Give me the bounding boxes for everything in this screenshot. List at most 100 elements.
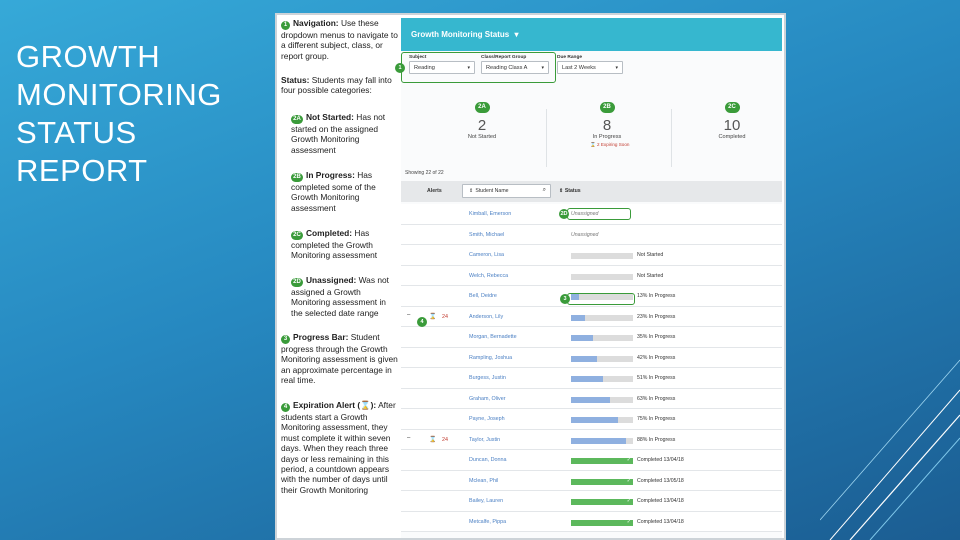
note-expiration: 4 Expiration Alert (⌛): After students st… <box>281 400 396 495</box>
table-row: Kimball, Emerson Unassigned <box>401 204 782 225</box>
status-text: Completed 13/04/18 <box>637 518 684 525</box>
check-icon: ✓ <box>626 498 631 504</box>
status-text: 35% In Progress <box>637 334 676 340</box>
report-sheet: 1 Navigation: Use these dropdown menus to… <box>275 13 786 540</box>
divider <box>671 109 672 167</box>
chevron-down-icon[interactable]: ▾ <box>514 30 519 39</box>
student-name-link[interactable]: Duncan, Donna <box>469 457 507 463</box>
note-unassigned: 2D Unassigned: Was not assigned a Growth … <box>291 275 390 318</box>
slide-title: GROWTH MONITORING STATUS REPORT <box>16 39 222 188</box>
student-name-link[interactable]: Rampling, Joshua <box>469 354 513 361</box>
student-name-link[interactable]: Cameron, Lisa <box>469 252 505 258</box>
status-text: 75% In Progress <box>637 416 676 422</box>
table-row: Smith, Michael Unassigned <box>401 224 782 245</box>
date-range-filter[interactable]: Due Range Last 2 Weeks ▾ <box>557 55 623 74</box>
progress-fill <box>571 437 626 444</box>
chevron-down-icon: ▾ <box>541 65 544 71</box>
marker-4: 4 <box>417 316 427 327</box>
progress-bar <box>571 314 633 321</box>
alerts-column-header[interactable]: Alerts <box>427 188 442 194</box>
student-name-link[interactable]: Kimball, Emerson <box>469 211 512 217</box>
marker-3: 3 <box>281 335 290 344</box>
app-title: Growth Monitoring Status <box>411 30 510 39</box>
student-name-link[interactable]: Smith, Michael <box>469 231 505 238</box>
progress-bar <box>571 294 633 300</box>
class-filter[interactable]: Class/Report Group Reading Class A ▾ <box>481 55 549 74</box>
progress-bar <box>571 253 633 259</box>
marker-2d: 2D <box>559 209 569 219</box>
row-dash: – <box>407 311 411 318</box>
table-row: Cameron, Lisa Not Started <box>401 245 782 266</box>
stat-completed[interactable]: 2C 10 Completed <box>718 102 746 140</box>
expiring-soon-link[interactable]: ⌛ 2 Expiring Soon <box>590 142 630 147</box>
note-status: Status: Students may fall into four poss… <box>281 75 392 96</box>
hourglass-icon: ⌛ <box>429 436 437 443</box>
check-icon: ✓ <box>626 518 631 525</box>
chevron-down-icon: ▾ <box>615 65 618 71</box>
marker-2d: 2D <box>291 278 303 287</box>
row-dash: – <box>407 434 411 441</box>
progress-bar: ✓ <box>571 478 633 485</box>
student-name-link[interactable]: Taylor, Justin <box>469 436 501 443</box>
status-text: 51% In Progress <box>637 375 676 381</box>
note-progress-bar: 3 Progress Bar: Student progress through … <box>281 332 398 386</box>
progress-bar <box>571 437 633 444</box>
progress-fill <box>571 396 611 403</box>
student-name-link[interactable]: Mclean, Phil <box>469 477 499 484</box>
status-summary: 2A 2 Not Started 2B 8 In Progress 2C 10 … <box>401 91 782 183</box>
divider <box>546 109 547 167</box>
table-row: Rampling, Joshua 42% In Progress <box>401 347 782 368</box>
table-row: Mclean, Phil ✓ Completed 13/05/18 <box>401 470 782 491</box>
student-search-input[interactable]: ⇕ Student Name ⌕ <box>462 184 551 198</box>
status-text: Completed 13/04/18 <box>637 498 684 504</box>
student-name-link[interactable]: Burgess, Justin <box>469 375 506 381</box>
status-text: Completed 13/05/18 <box>637 477 684 484</box>
stat-in-progress[interactable]: 2B 8 In Progress <box>592 102 622 140</box>
table-row: Bailey, Lauren ✓ Completed 13/04/18 <box>401 491 782 512</box>
progress-bar <box>571 273 633 280</box>
table-row: – ⌛ 24 Taylor, Justin 88% In Progress <box>401 429 782 450</box>
student-name-link[interactable]: Welch, Rebecca <box>469 272 509 279</box>
progress-fill <box>571 314 586 321</box>
status-text: 23% In Progress <box>637 313 676 320</box>
progress-bar <box>571 396 633 403</box>
date-range-select[interactable]: Last 2 Weeks ▾ <box>557 61 623 74</box>
progress-bar <box>571 376 633 382</box>
progress-bar <box>571 417 633 423</box>
student-name-link[interactable]: Graham, Oliver <box>469 395 506 402</box>
annotation-column: 1 Navigation: Use these dropdown menus to… <box>281 18 399 495</box>
marker-3-highlight <box>567 293 635 305</box>
student-name-link[interactable]: Bailey, Lauren <box>469 498 504 504</box>
subject-filter[interactable]: Subject Reading ▾ <box>409 55 475 74</box>
note-in-progress: 2B In Progress: Has completed some of the… <box>291 170 376 213</box>
marker-3: 3 <box>560 294 570 304</box>
progress-fill <box>571 417 618 423</box>
status-text: 42% In Progress <box>637 354 676 361</box>
sort-icon: ⇕ <box>469 188 474 194</box>
subject-select[interactable]: Reading ▾ <box>409 61 475 74</box>
marker-4: 4 <box>281 403 290 412</box>
status-text: 13% In Progress <box>637 293 676 299</box>
table-row: Bell, Deidre 13% In Progress <box>401 286 782 307</box>
app-header: Growth Monitoring Status ▾ <box>401 18 782 51</box>
hourglass-icon: ⌛ <box>429 313 437 320</box>
progress-fill: ✓ <box>571 498 633 505</box>
stat-not-started[interactable]: 2A 2 Not Started <box>467 102 497 140</box>
class-select[interactable]: Reading Class A ▾ <box>481 61 549 74</box>
filter-bar: 1 Subject Reading ▾ Class/Report Group Re… <box>395 51 782 91</box>
student-name-link[interactable]: Anderson, Lily <box>469 313 504 320</box>
search-icon: ⌕ <box>542 187 546 193</box>
note-not-started: 2A Not Started: Has not started on the as… <box>291 112 386 155</box>
progress-fill <box>571 335 593 341</box>
status-column-header[interactable]: ⇕ Status <box>559 188 581 194</box>
student-name-link[interactable]: Payne, Joseph <box>469 416 505 422</box>
student-name-link[interactable]: Morgan, Bernadette <box>469 334 517 340</box>
table-row: – ⌛ 24 Anderson, Lily 23% In Progress <box>401 306 782 327</box>
status-text: Unassigned <box>571 211 599 217</box>
alert-countdown: 24 <box>442 436 448 443</box>
student-name-link[interactable]: Metcalfe, Pippa <box>469 518 507 525</box>
student-name-link[interactable]: Bell, Deidre <box>469 293 497 299</box>
marker-1: 1 <box>395 63 405 73</box>
status-text: Completed 13/04/18 <box>637 457 684 463</box>
table-row: Welch, Rebecca Not Started <box>401 265 782 286</box>
